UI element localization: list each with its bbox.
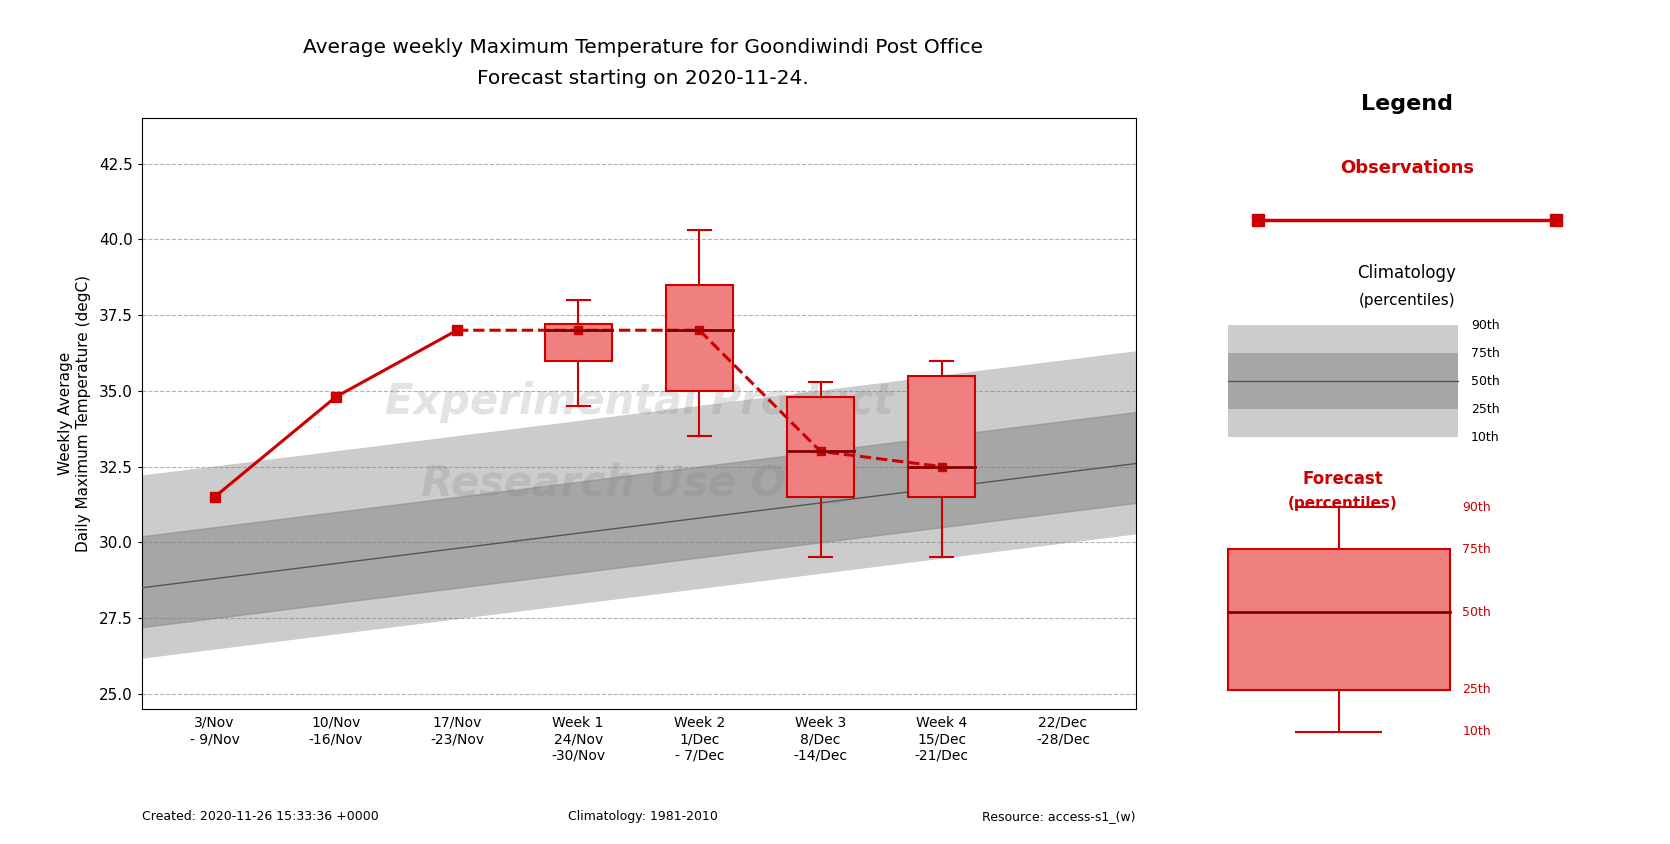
- Text: 10th: 10th: [1463, 725, 1491, 738]
- Text: (percentiles): (percentiles): [1359, 293, 1455, 308]
- Text: Legend: Legend: [1361, 95, 1453, 114]
- Text: 25th: 25th: [1471, 403, 1500, 416]
- Text: Climatology: 1981-2010: Climatology: 1981-2010: [568, 810, 718, 823]
- Text: 25th: 25th: [1463, 683, 1491, 696]
- Bar: [544, 324, 611, 360]
- Text: 50th: 50th: [1463, 606, 1491, 619]
- Bar: [1227, 325, 1458, 437]
- Text: Resource: access-s1_(w): Resource: access-s1_(w): [982, 810, 1136, 823]
- Text: 75th: 75th: [1463, 543, 1491, 556]
- Bar: [1227, 549, 1450, 690]
- Bar: [1227, 354, 1458, 409]
- Text: Average weekly Maximum Temperature for Goondiwindi Post Office: Average weekly Maximum Temperature for G…: [302, 38, 984, 57]
- Bar: [666, 284, 733, 391]
- Bar: [908, 376, 975, 497]
- Bar: [787, 397, 853, 497]
- Text: Forecast: Forecast: [1303, 470, 1383, 489]
- Text: Experimental Product: Experimental Product: [384, 381, 893, 423]
- Text: 75th: 75th: [1471, 347, 1500, 360]
- Text: (percentiles): (percentiles): [1288, 496, 1398, 511]
- Text: 90th: 90th: [1463, 500, 1491, 514]
- Text: Research Use Only: Research Use Only: [421, 463, 857, 506]
- Text: Observations: Observations: [1339, 159, 1475, 176]
- Text: 50th: 50th: [1471, 375, 1500, 388]
- Text: Forecast starting on 2020-11-24.: Forecast starting on 2020-11-24.: [478, 69, 808, 89]
- Y-axis label: Weekly Average
Daily Maximum Temperature (degC): Weekly Average Daily Maximum Temperature…: [58, 275, 90, 552]
- Text: 10th: 10th: [1471, 430, 1500, 444]
- Text: Climatology: Climatology: [1358, 263, 1456, 282]
- Text: Created: 2020-11-26 15:33:36 +0000: Created: 2020-11-26 15:33:36 +0000: [142, 810, 379, 823]
- Text: 90th: 90th: [1471, 319, 1500, 332]
